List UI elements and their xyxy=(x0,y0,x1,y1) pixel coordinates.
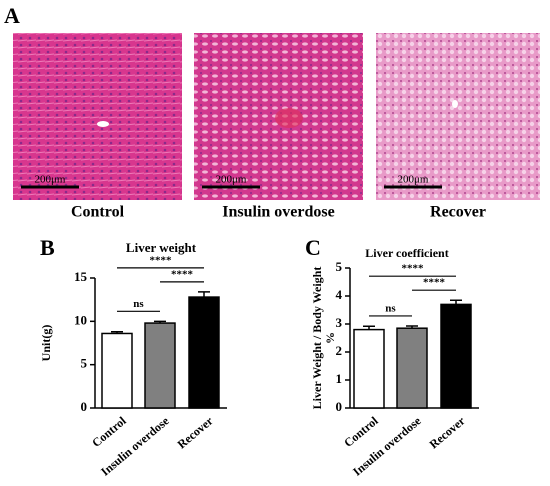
histology-image xyxy=(13,33,182,200)
y-tick-label: 5 xyxy=(336,259,343,274)
y-tick-label: 15 xyxy=(74,269,88,284)
y-axis-label: Unit(g) xyxy=(39,325,53,362)
error-bar xyxy=(111,330,123,334)
y-axis-label: Liver Weight / Body Weight xyxy=(310,267,324,410)
y-tick-label: 0 xyxy=(81,399,88,414)
bar xyxy=(188,296,220,409)
x-tick-label: Control xyxy=(341,413,381,450)
error-bar xyxy=(450,299,462,305)
significance-label: ns xyxy=(133,298,144,310)
significance-label: **** xyxy=(150,254,173,266)
bar xyxy=(144,322,176,409)
image-caption: Insulin overdose xyxy=(222,204,334,221)
scale-bar-label: 200μm xyxy=(398,174,429,186)
bar xyxy=(101,332,133,409)
y-tick-label: 0 xyxy=(336,399,343,414)
vessel xyxy=(275,108,303,128)
y-axis-label: % xyxy=(323,332,337,344)
y-tick-label: 3 xyxy=(336,315,343,330)
y-tick-label: 2 xyxy=(336,343,343,358)
x-tick-label: Recover xyxy=(427,413,469,451)
y-tick-label: 1 xyxy=(336,371,343,386)
bar xyxy=(353,328,385,409)
panel-label: B xyxy=(40,235,55,260)
scale-bar-label: 200μm xyxy=(216,174,247,186)
image-caption: Control xyxy=(71,204,125,221)
histology-image xyxy=(376,33,540,200)
bar xyxy=(440,303,472,409)
y-tick-label: 10 xyxy=(74,312,87,327)
bar xyxy=(396,327,428,409)
vessel xyxy=(452,100,458,108)
error-bar xyxy=(154,320,166,324)
significance-label: **** xyxy=(423,277,446,289)
x-tick-label: Recover xyxy=(175,413,217,451)
panel-label: C xyxy=(305,235,321,260)
x-tick-label: Control xyxy=(89,413,129,450)
y-tick-label: 5 xyxy=(81,356,88,371)
significance-label: **** xyxy=(171,268,194,280)
chart-title: Liver coefficient xyxy=(365,246,448,260)
error-bar xyxy=(406,325,418,329)
significance-label: ns xyxy=(385,302,396,314)
vessel xyxy=(97,121,109,127)
panel-label: A xyxy=(4,3,20,28)
scale-bar-label: 200μm xyxy=(35,174,66,186)
error-bar xyxy=(363,325,375,330)
y-tick-label: 4 xyxy=(336,287,343,302)
image-caption: Recover xyxy=(430,204,486,221)
chart-title: Liver weight xyxy=(126,240,197,255)
significance-label: **** xyxy=(402,263,425,275)
error-bar xyxy=(198,291,210,298)
